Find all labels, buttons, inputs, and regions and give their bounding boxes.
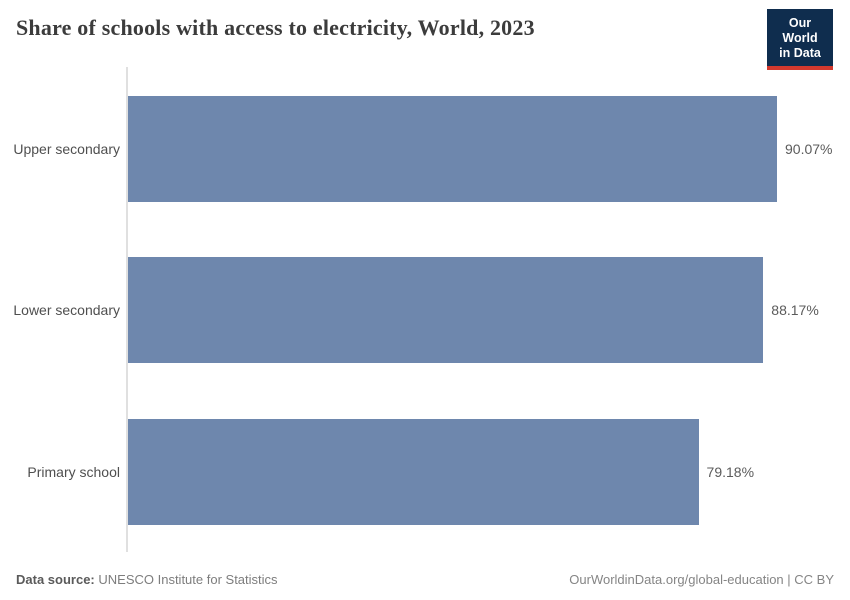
value-label: 79.18%: [706, 464, 755, 480]
data-source-value: UNESCO Institute for Statistics: [98, 572, 278, 587]
owid-logo-line2: in Data: [779, 46, 821, 60]
category-label: Lower secondary: [13, 302, 120, 318]
bar[interactable]: [128, 96, 777, 202]
bar-row: Upper secondary 90.07%: [0, 96, 850, 202]
bar[interactable]: [128, 257, 764, 363]
bar-row: Primary school 79.18%: [0, 419, 850, 525]
bar-track: 88.17%: [128, 257, 819, 363]
bar-track: 90.07%: [128, 96, 832, 202]
footer-link[interactable]: OurWorldinData.org/global-education | CC…: [569, 572, 834, 587]
bar-row: Lower secondary 88.17%: [0, 257, 850, 363]
owid-logo[interactable]: Our World in Data: [767, 9, 833, 70]
y-axis-line: [126, 67, 128, 552]
owid-logo-box: Our World in Data: [767, 9, 833, 66]
data-source: Data source: UNESCO Institute for Statis…: [16, 572, 278, 587]
category-label: Primary school: [27, 464, 120, 480]
owid-logo-accent-strip: [767, 66, 833, 70]
category-label: Upper secondary: [13, 141, 120, 157]
bar[interactable]: [128, 419, 699, 525]
bar-track: 79.18%: [128, 419, 777, 525]
chart-footer: Data source: UNESCO Institute for Statis…: [16, 572, 834, 587]
value-label: 90.07%: [785, 141, 833, 157]
value-label: 88.17%: [771, 302, 819, 318]
chart-title: Share of schools with access to electric…: [16, 15, 535, 40]
data-source-label: Data source:: [16, 572, 95, 587]
owid-logo-line1: Our World: [782, 16, 818, 45]
